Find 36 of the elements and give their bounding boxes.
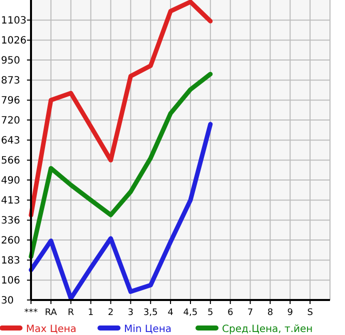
y-tick-label: 950 <box>1 56 20 66</box>
x-tick-label: RA <box>44 308 58 318</box>
y-tick-label: 1103 <box>1 16 26 27</box>
x-tick-label: 1 <box>88 308 94 318</box>
x-tick-label: 3,5 <box>143 308 158 318</box>
x-tick-label: 9 <box>287 308 294 318</box>
x-tick-label: 7 <box>247 308 254 318</box>
x-tick-label: 8 <box>267 308 274 318</box>
y-tick-label: 566 <box>1 156 20 167</box>
y-tick-label: 260 <box>1 236 20 246</box>
y-tick-label: 183 <box>1 256 20 267</box>
y-tick-label: 106 <box>1 276 20 287</box>
x-tick-label: 4,5 <box>183 308 198 318</box>
line-series <box>28 0 213 218</box>
x-tick-label: 2 <box>108 308 114 318</box>
line-series <box>28 122 213 301</box>
y-tick-label: 30 <box>1 296 14 306</box>
y-tick-label: 490 <box>1 176 20 186</box>
y-tick-label: 413 <box>1 196 20 207</box>
y-tick-label: 796 <box>1 96 20 107</box>
legend-label: Min Цена <box>124 324 172 335</box>
line-series <box>28 72 213 259</box>
legend-label: Max Цена <box>26 324 76 335</box>
y-tick-label: 1026 <box>1 36 26 47</box>
legend-label: Сред.Цена, т.йен <box>222 324 313 335</box>
x-tick-label: 3 <box>128 308 134 318</box>
x-tick-label: R <box>68 308 74 318</box>
x-tick-label: 5 <box>208 308 214 318</box>
y-tick-label: 643 <box>1 136 20 147</box>
y-tick-label: 873 <box>1 76 20 87</box>
x-tick-label: S <box>307 308 314 318</box>
y-tick-label: 720 <box>1 116 20 126</box>
x-tick-label: 6 <box>227 308 234 318</box>
x-tick-label: *** <box>24 308 38 318</box>
y-tick-label: 336 <box>1 216 20 227</box>
x-tick-label: 4 <box>168 308 174 318</box>
